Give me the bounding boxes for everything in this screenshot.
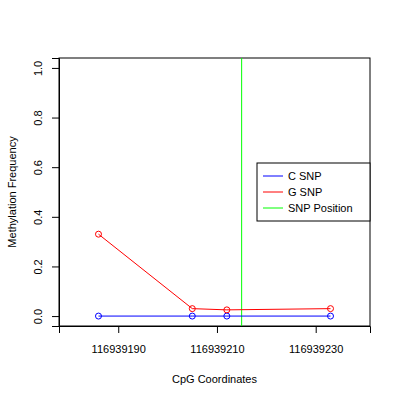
x-axis-title: CpG Coordinates	[172, 373, 257, 385]
legend-swatch	[263, 208, 283, 209]
legend-swatch	[263, 176, 283, 177]
y-tick-mark	[52, 266, 59, 267]
series-point	[224, 313, 230, 319]
x-tick-mark	[316, 326, 317, 333]
y-axis-line	[52, 59, 60, 327]
y-tick: 0.8	[32, 110, 59, 125]
y-tick: 0.0	[32, 309, 59, 324]
x-tick: 116939190	[92, 326, 146, 355]
y-tick: 0.6	[32, 160, 59, 175]
legend: C SNP G SNP SNP Position	[257, 163, 370, 221]
y-tick: 1.0	[32, 61, 59, 76]
y-axis: 0.0 0.2 0.4 0.6 0.8 1.0	[32, 59, 60, 327]
x-tick: 116939230	[289, 326, 343, 355]
y-tick-mark	[52, 167, 59, 168]
series-point	[224, 307, 230, 313]
y-tick-label: 0.2	[32, 259, 44, 274]
y-tick-label: 0.6	[32, 160, 44, 175]
y-tick-label: 0.0	[32, 309, 44, 324]
legend-swatch	[263, 192, 283, 193]
y-tick-label: 1.0	[32, 61, 44, 76]
y-tick: 0.2	[32, 259, 59, 274]
x-tick-mark	[118, 326, 119, 333]
x-tick-label: 116939230	[289, 343, 343, 355]
series-point	[189, 313, 195, 319]
x-tick-label: 116939210	[190, 343, 244, 355]
y-tick-mark	[52, 118, 59, 119]
x-axis: 116939190 116939210 116939230	[60, 326, 371, 355]
series-line	[98, 234, 330, 310]
series-point	[328, 313, 334, 319]
x-tick-label: 116939190	[92, 343, 146, 355]
series-point	[189, 306, 195, 312]
x-tick-mark	[217, 326, 218, 333]
legend-label: C SNP	[288, 170, 322, 182]
y-tick-label: 0.8	[32, 110, 44, 125]
x-tick: 116939210	[190, 326, 244, 355]
plot-area	[95, 58, 333, 326]
plot-frame	[59, 58, 370, 326]
y-tick: 0.4	[32, 210, 59, 225]
y-tick-label: 0.4	[32, 210, 44, 225]
y-tick-mark	[52, 68, 59, 69]
legend-label: G SNP	[288, 186, 322, 198]
snp-line	[241, 58, 242, 326]
series-point	[328, 306, 334, 312]
y-tick-mark	[52, 316, 59, 317]
y-tick-mark	[52, 217, 59, 218]
series-point	[95, 231, 101, 237]
legend-label: SNP Position	[288, 202, 353, 214]
x-axis-line	[60, 327, 371, 334]
series-point	[95, 313, 101, 319]
series-line	[98, 316, 330, 317]
chart: 1169391901169392101169392300.00.20.40.60…	[0, 0, 400, 400]
y-axis-title: Methylation Frequency	[6, 136, 18, 248]
legend-box	[257, 163, 370, 221]
